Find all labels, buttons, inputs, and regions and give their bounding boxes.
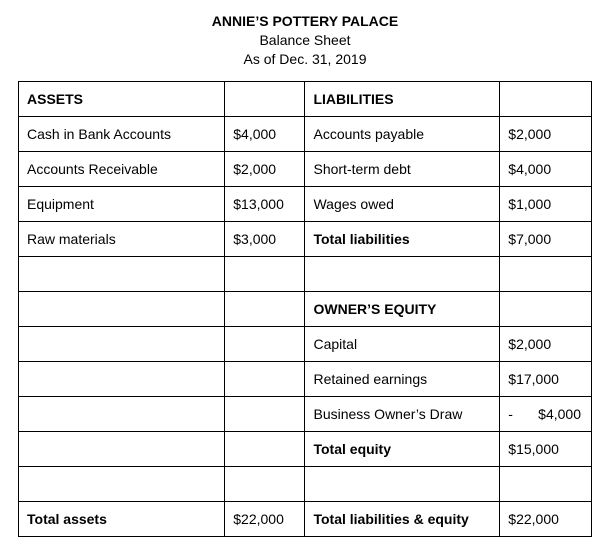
cell-liab-value	[500, 256, 592, 291]
cell-liab-value: - $4,000	[500, 396, 592, 431]
cell-asset-value	[225, 326, 305, 361]
balance-sheet-table: ASSETSLIABILITIESCash in Bank Accounts$4…	[18, 81, 592, 537]
cell-liab-value	[500, 291, 592, 326]
cell-asset-value: $22,000	[225, 501, 305, 536]
cell-liab-label: Total equity	[305, 431, 500, 466]
table-row: Capital$2,000	[19, 326, 592, 361]
cell-liab-value: $15,000	[500, 431, 592, 466]
cell-asset-value	[225, 466, 305, 501]
table-row: Business Owner’s Draw- $4,000	[19, 396, 592, 431]
cell-asset-label: ASSETS	[19, 81, 225, 116]
cell-liab-label	[305, 256, 500, 291]
table-row: Retained earnings$17,000	[19, 361, 592, 396]
company-name: ANNIE’S POTTERY PALACE	[18, 12, 592, 31]
cell-asset-value	[225, 256, 305, 291]
cell-asset-value: $13,000	[225, 186, 305, 221]
cell-asset-label	[19, 466, 225, 501]
cell-asset-value: $4,000	[225, 116, 305, 151]
cell-asset-label	[19, 396, 225, 431]
table-row: Raw materials$3,000Total liabilities$7,0…	[19, 221, 592, 256]
table-row: Equipment$13,000Wages owed$1,000	[19, 186, 592, 221]
table-row: Accounts Receivable$2,000Short-term debt…	[19, 151, 592, 186]
cell-asset-value	[225, 361, 305, 396]
cell-asset-value: $3,000	[225, 221, 305, 256]
doc-title: Balance Sheet	[18, 31, 592, 50]
cell-liab-value: $7,000	[500, 221, 592, 256]
cell-asset-label: Cash in Bank Accounts	[19, 116, 225, 151]
cell-asset-label	[19, 256, 225, 291]
cell-liab-label: Wages owed	[305, 186, 500, 221]
table-row: Cash in Bank Accounts$4,000Accounts paya…	[19, 116, 592, 151]
table-row: Total equity$15,000	[19, 431, 592, 466]
cell-asset-value	[225, 396, 305, 431]
cell-asset-value	[225, 291, 305, 326]
minus-icon: -	[508, 406, 513, 422]
cell-asset-label: Equipment	[19, 186, 225, 221]
cell-asset-label: Total assets	[19, 501, 225, 536]
cell-liab-label: Capital	[305, 326, 500, 361]
cell-liab-label: Short-term debt	[305, 151, 500, 186]
cell-asset-label	[19, 291, 225, 326]
cell-asset-label: Raw materials	[19, 221, 225, 256]
cell-liab-value: $17,000	[500, 361, 592, 396]
cell-asset-label: Accounts Receivable	[19, 151, 225, 186]
cell-liab-label: Total liabilities	[305, 221, 500, 256]
cell-asset-label	[19, 361, 225, 396]
cell-liab-label: Accounts payable	[305, 116, 500, 151]
cell-asset-value: $2,000	[225, 151, 305, 186]
cell-asset-label	[19, 326, 225, 361]
table-row: ASSETS LIABILITIES	[19, 81, 592, 116]
cell-liab-label	[305, 466, 500, 501]
cell-liab-value: $2,000	[500, 116, 592, 151]
table-row	[19, 256, 592, 291]
table-row: Total assets$22,000Total liabilities & e…	[19, 501, 592, 536]
cell-liab-value: $2,000	[500, 326, 592, 361]
cell-liab-label: Total liabilities & equity	[305, 501, 500, 536]
cell-asset-value	[225, 431, 305, 466]
table-row	[19, 466, 592, 501]
cell-liab-label: OWNER’S EQUITY	[305, 291, 500, 326]
table-row: OWNER’S EQUITY	[19, 291, 592, 326]
cell-liab-value: $22,000	[500, 501, 592, 536]
header-block: ANNIE’S POTTERY PALACE Balance Sheet As …	[18, 12, 592, 69]
cell-asset-label	[19, 431, 225, 466]
cell-liab-label: Retained earnings	[305, 361, 500, 396]
cell-liab-value	[500, 81, 592, 116]
cell-liab-label: Business Owner’s Draw	[305, 396, 500, 431]
cell-liab-value: $4,000	[500, 151, 592, 186]
cell-liab-value	[500, 466, 592, 501]
cell-liab-label: LIABILITIES	[305, 81, 500, 116]
balance-sheet-page: ANNIE’S POTTERY PALACE Balance Sheet As …	[0, 0, 610, 513]
cell-liab-value: $1,000	[500, 186, 592, 221]
cell-asset-value	[225, 81, 305, 116]
neg-amount: $4,000	[538, 406, 581, 422]
asof-line: As of Dec. 31, 2019	[18, 50, 592, 69]
